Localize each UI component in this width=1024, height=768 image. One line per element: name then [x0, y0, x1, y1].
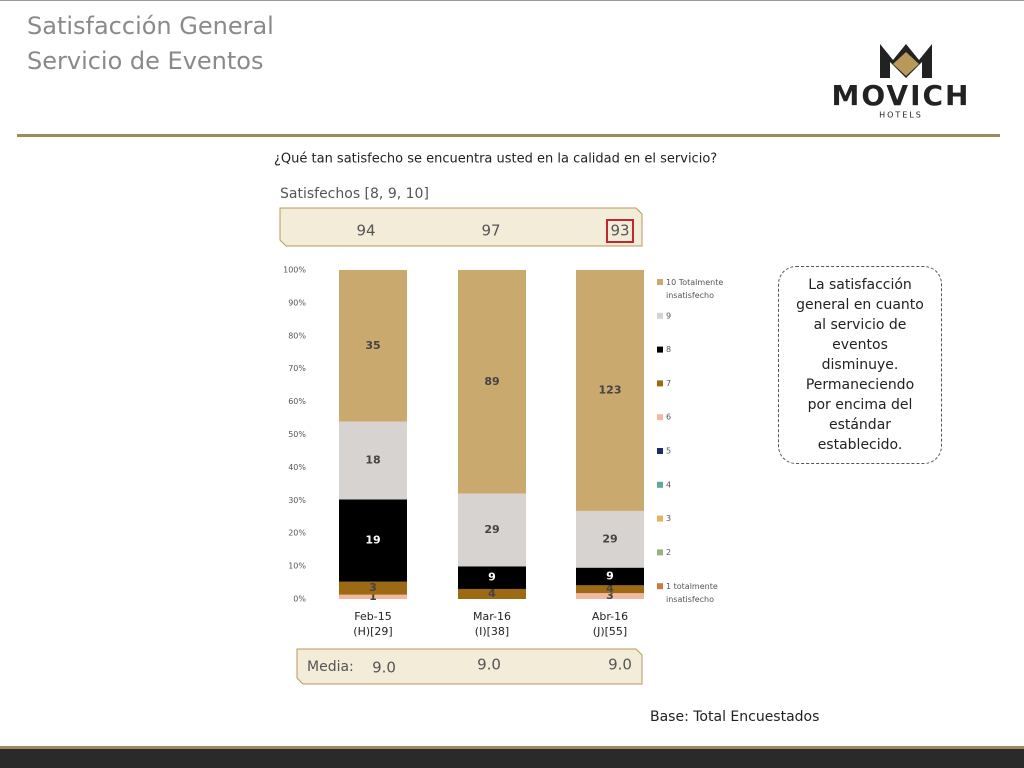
y-tick-label: 60% [288, 397, 306, 406]
slide-title: Satisfacción General [27, 12, 274, 40]
legend-swatch [657, 414, 663, 421]
footer-note: Base: Total Encuestados [650, 709, 819, 725]
y-tick-label: 90% [288, 298, 306, 307]
bar-segment [458, 566, 526, 589]
satisfied-label: Satisfechos [8, 9, 10] [280, 186, 429, 202]
segment-label: 9 [606, 569, 614, 582]
bar-segment [576, 270, 644, 511]
legend-swatch [657, 312, 663, 319]
segment-label: 4 [606, 582, 614, 595]
bar-segment [339, 594, 407, 599]
y-tick-label: 40% [288, 463, 306, 472]
media-value: 9.0 [477, 656, 501, 674]
segment-label: 1 [369, 590, 377, 603]
segment-label: 89 [484, 375, 499, 388]
bar-segment [458, 270, 526, 494]
segment-label: 123 [599, 383, 622, 396]
segment-label: 29 [484, 523, 499, 536]
x-tick-note: (H)[29] [353, 625, 392, 638]
top-border [0, 0, 1024, 1]
segment-label: 29 [602, 532, 617, 545]
y-tick-label: 0% [293, 595, 306, 604]
slide-subtitle: Servicio de Eventos [27, 47, 263, 75]
segment-label: 19 [365, 534, 380, 547]
logo-subtext: HOTELS [879, 111, 923, 120]
x-tick-note: (I)[38] [475, 625, 509, 638]
legend-label: 6 [666, 413, 671, 422]
bar-segment [576, 567, 644, 586]
legend-label: 1 totalmente insatisfecho [666, 582, 718, 604]
legend-label: 2 [666, 548, 671, 557]
legend-label: 3 [666, 514, 671, 523]
segment-label: 4 [488, 587, 496, 600]
x-tick-note: (J)[55] [593, 625, 627, 638]
strip [0, 749, 1024, 768]
bottom-strip [0, 746, 1024, 768]
legend-swatch [657, 481, 663, 488]
media-label: Media: [307, 659, 354, 675]
logo-text: MOVICH [832, 79, 971, 112]
y-tick-label: 20% [288, 529, 306, 538]
segment-label: 18 [365, 453, 380, 466]
media-value: 9.0 [372, 659, 396, 677]
bar-segment [458, 588, 526, 599]
legend-label: 7 [666, 379, 671, 388]
highlight-box [606, 219, 634, 243]
x-tick-label: Abr-16 [592, 610, 628, 623]
legend-swatch [657, 583, 663, 590]
legend-swatch [657, 346, 663, 353]
segment-label: 35 [365, 339, 380, 352]
question: ¿Qué tan satisfecho se encuentra usted e… [274, 152, 717, 167]
legend-label: 4 [666, 480, 671, 489]
logo-mark-gold [893, 52, 919, 76]
bar-segment [339, 421, 407, 500]
y-tick-label: 80% [288, 331, 306, 340]
bar-segment [576, 585, 644, 594]
y-tick-label: 10% [288, 562, 306, 571]
strip-line [0, 746, 1024, 749]
legend-swatch [657, 448, 663, 454]
legend-label: 10 Totalmente insatisfecho [666, 278, 723, 300]
satisfied-value: 97 [481, 222, 500, 240]
logo [880, 44, 932, 78]
bar-segment [576, 593, 644, 599]
divider [17, 134, 1000, 137]
x-tick-label: Feb-15 [354, 610, 391, 623]
segment-label: 9 [488, 571, 496, 584]
bar-segment [576, 510, 644, 568]
satisfied-value: 93 [610, 222, 629, 240]
legend-label: 9 [666, 311, 671, 320]
bar-segment [339, 581, 407, 595]
y-tick-label: 100% [283, 266, 306, 275]
bar-segment [339, 499, 407, 582]
segment-label: 3 [606, 589, 614, 602]
legend-swatch [657, 380, 663, 387]
y-tick-label: 70% [288, 364, 306, 373]
bar-segment [458, 493, 526, 567]
legend-swatch [657, 515, 663, 522]
legend-label: 5 [666, 447, 671, 456]
legend-swatch [657, 279, 663, 285]
media-value: 9.0 [608, 656, 632, 674]
segment-label: 3 [369, 581, 377, 594]
legend-label: 8 [666, 345, 671, 354]
satisfied-value: 94 [356, 222, 375, 240]
satisfied-box [279, 207, 643, 247]
annotation: La satisfacción general en cuanto al ser… [778, 266, 942, 464]
y-tick-label: 30% [288, 496, 306, 505]
bar-segment [339, 270, 407, 422]
x-tick-label: Mar-16 [473, 610, 511, 623]
legend-swatch [657, 549, 663, 556]
y-tick-label: 50% [288, 430, 306, 439]
media-box [296, 648, 643, 685]
